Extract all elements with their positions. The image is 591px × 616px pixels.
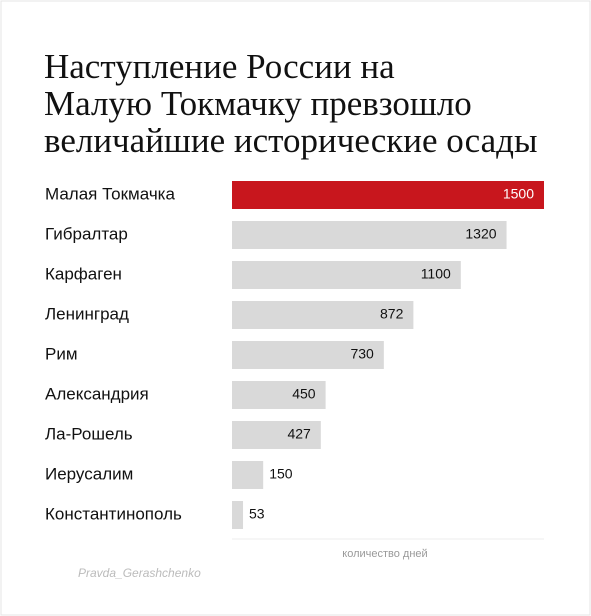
x-axis-label: количество дней (342, 548, 427, 560)
bar (232, 421, 321, 449)
value-label: 872 (380, 306, 404, 322)
bar (232, 341, 384, 369)
chart-title: Наступление России на Малую Токмачку прев… (44, 47, 537, 160)
category-label: Гибралтар (45, 224, 128, 243)
bar (232, 301, 414, 329)
category-label: Ленинград (45, 304, 129, 323)
category-label: Иерусалим (45, 464, 133, 483)
value-label: 1320 (465, 226, 496, 242)
category-label: Рим (45, 344, 78, 363)
bar (232, 381, 326, 409)
value-label: 53 (249, 506, 265, 522)
value-label: 150 (269, 466, 293, 482)
watermark: Pravda_Gerashchenko (78, 566, 201, 580)
value-label: 1100 (421, 266, 451, 282)
bar (232, 501, 244, 529)
category-label: Константинополь (45, 504, 182, 523)
value-label: 427 (287, 426, 311, 442)
bar (232, 221, 507, 249)
bar (232, 461, 264, 489)
category-label: Карфаген (45, 264, 122, 283)
category-label: Малая Токмачка (45, 184, 175, 203)
bar (232, 181, 544, 209)
bar (232, 261, 461, 289)
category-label: Ла-Рошель (45, 424, 133, 443)
value-label: 730 (350, 346, 374, 362)
category-label: Александрия (45, 384, 149, 403)
value-label: 1500 (503, 186, 534, 202)
value-label: 450 (292, 386, 316, 402)
